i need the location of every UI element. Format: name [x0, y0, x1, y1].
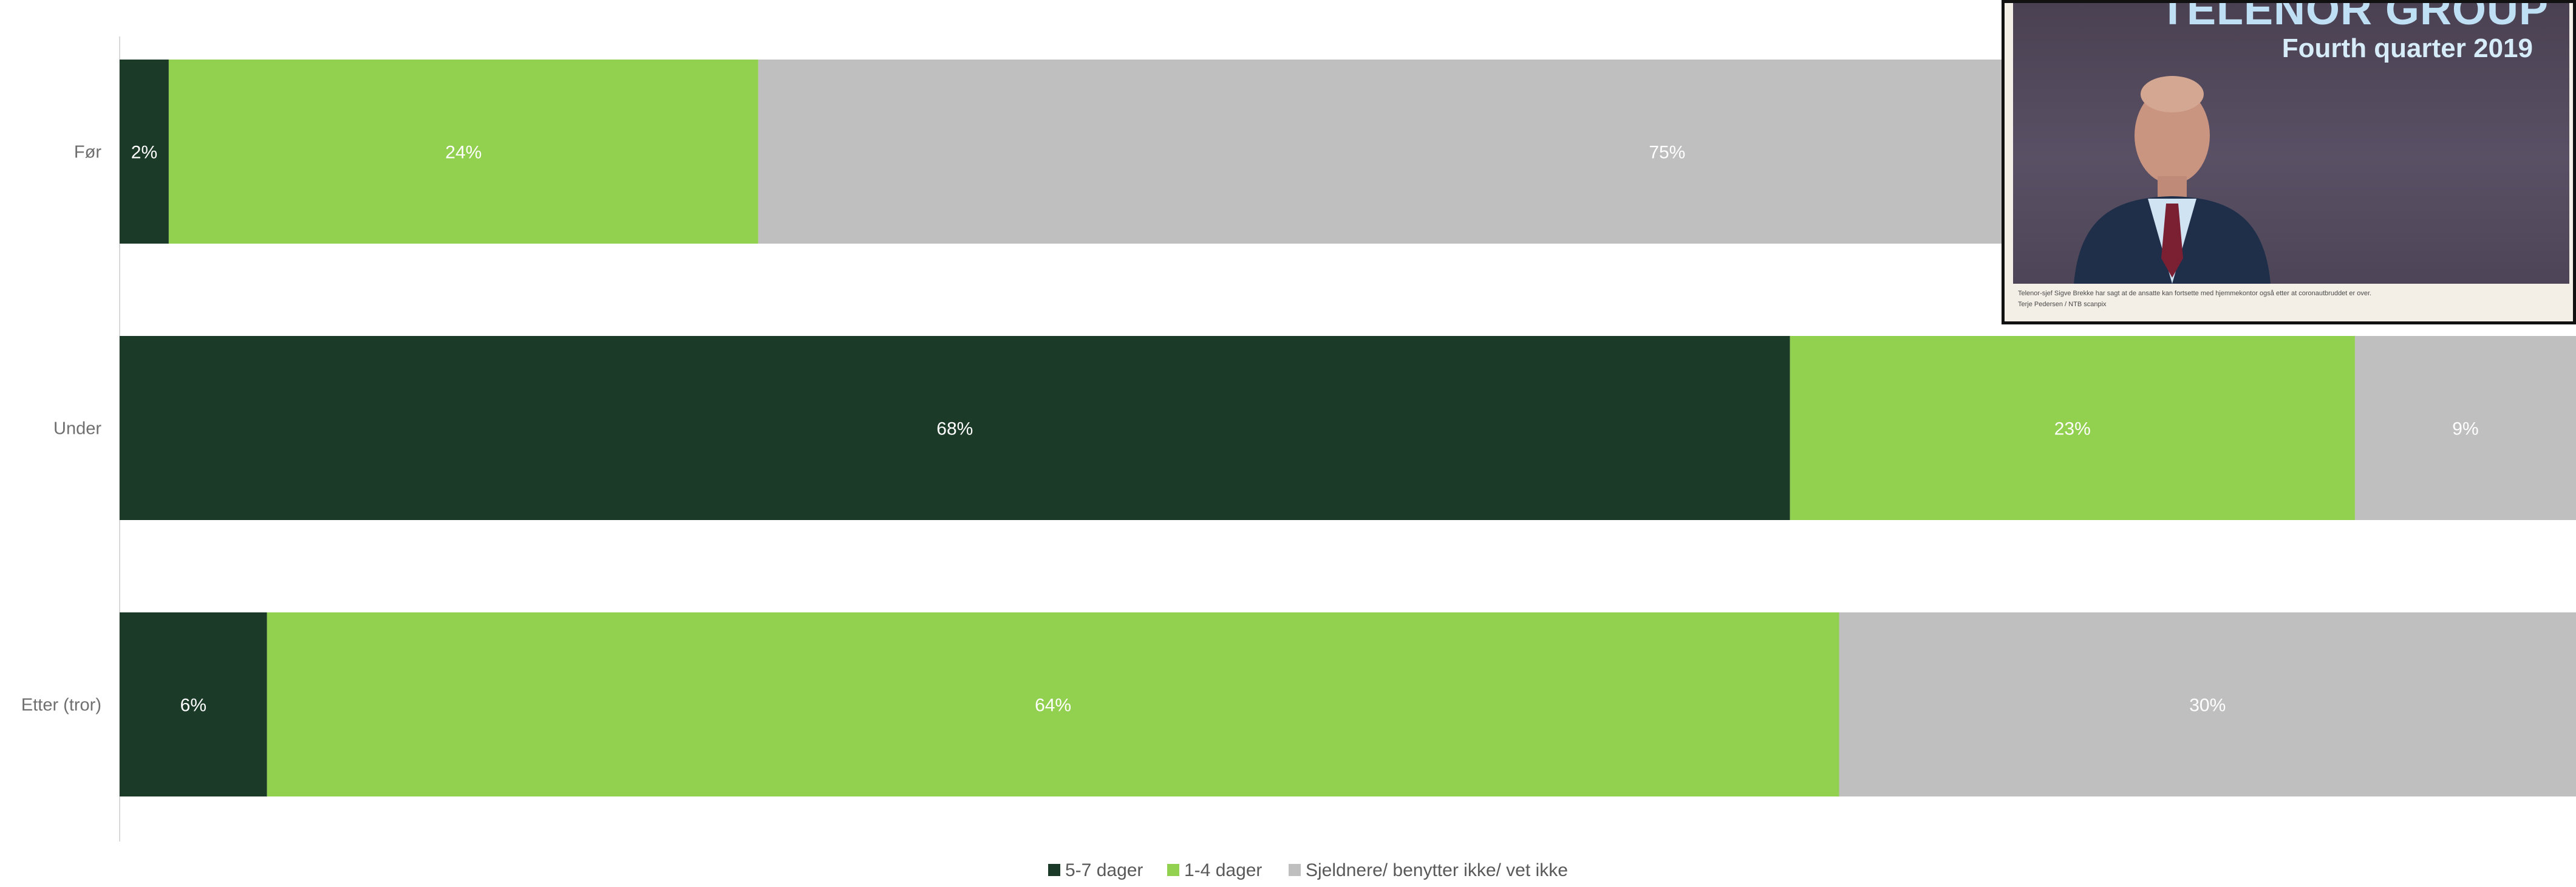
data-label: 9% — [2452, 419, 2478, 439]
press-photo: TELENOR GROUP Fourth quarter 2019 — [2013, 3, 2569, 284]
legend-swatch — [1167, 864, 1179, 876]
data-label: 2% — [131, 143, 157, 163]
photo-brand-subtitle: Fourth quarter 2019 — [2281, 33, 2533, 63]
person-figure — [2074, 76, 2271, 284]
bar-segment — [1839, 612, 2576, 796]
photo-credit: Terje Pedersen / NTB scanpix — [2018, 301, 2107, 308]
legend-label: 1-4 dager — [1184, 860, 1262, 880]
category-label: Før — [74, 143, 101, 162]
bar-segment — [120, 336, 1790, 520]
data-label: 24% — [445, 143, 482, 163]
bar-segment — [1790, 336, 2355, 520]
data-label: 6% — [180, 696, 206, 716]
photo-brand-title: TELENOR GROUP — [2159, 3, 2549, 34]
legend-swatch — [1289, 864, 1301, 876]
data-label: 23% — [2054, 419, 2091, 439]
photo-caption: Telenor-sjef Sigve Brekke har sagt at de… — [2018, 290, 2372, 297]
legend: 5-7 dager 1-4 dager Sjeldnere/ benytter ik… — [1048, 860, 1568, 880]
category-label: Etter (tror) — [21, 696, 101, 715]
bar-segment — [168, 60, 758, 244]
category-label: Under — [53, 419, 101, 439]
bar-segment — [120, 60, 169, 244]
news-photo-overlay: TELENOR GROUP Fourth quarter 2019 Teleno… — [2002, 0, 2576, 324]
legend-label: 5-7 dager — [1065, 860, 1143, 880]
bar-segment — [267, 612, 1839, 796]
data-label: 30% — [2189, 696, 2226, 716]
bar-segment — [120, 612, 267, 796]
data-label: 68% — [936, 419, 973, 439]
legend-swatch — [1048, 864, 1060, 876]
data-label: 64% — [1035, 696, 1071, 716]
data-label: 75% — [1649, 143, 1685, 163]
bar-segment — [2354, 336, 2576, 520]
legend-label: Sjeldnere/ benytter ikke/ vet ikke — [1306, 860, 1568, 880]
